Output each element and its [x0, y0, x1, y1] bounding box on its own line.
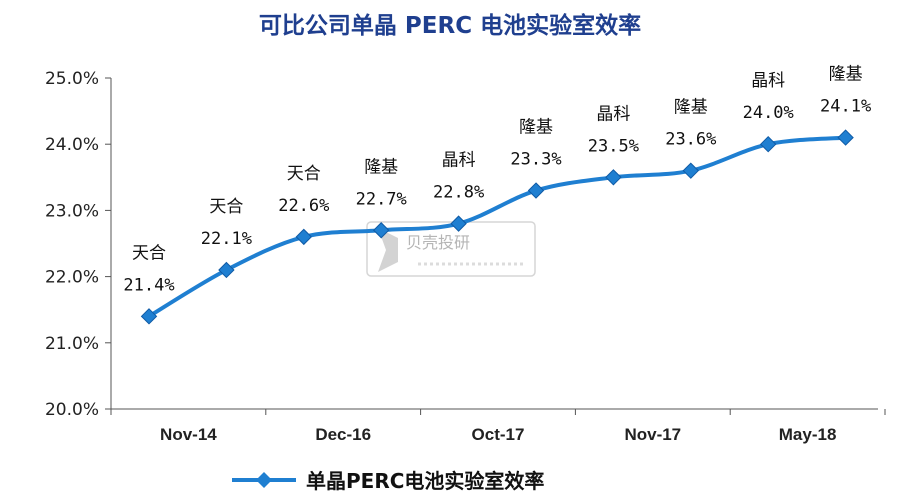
watermark: 贝壳投研 — [366, 221, 536, 277]
x-tick-label: Oct-17 — [472, 425, 525, 444]
data-label-company: 隆基 — [829, 65, 863, 85]
chart-title: 可比公司单晶 PERC 电池实验室效率 — [258, 13, 642, 39]
axes: 20.0% 21.0% 22.0% 23.0% 24.0% 25.0% Nov-14 Dec-… — [45, 69, 886, 444]
data-label-value: 23.3% — [510, 150, 561, 170]
data-label-value: 21.4% — [123, 275, 174, 295]
legend: 单晶PERC电池实验室效率 — [232, 469, 544, 493]
data-point-marker — [140, 308, 158, 325]
watermark-frame — [366, 221, 536, 277]
watermark-text: 贝壳投研 — [406, 233, 470, 252]
data-label-value: 24.0% — [743, 103, 794, 123]
data-label-company: 隆基 — [364, 157, 398, 177]
data-label-company: 天合 — [287, 164, 321, 184]
x-tick-label: Dec-16 — [315, 425, 371, 444]
y-tick-label: 20.0% — [45, 400, 99, 420]
data-label-value: 23.6% — [665, 130, 716, 150]
watermark-logo-icon — [378, 228, 398, 272]
data-labels: 天合 21.4% 天合 22.1% 天合 22.6% 隆基 22.7% 晶科 22.8% 隆基 23.… — [123, 65, 871, 296]
data-point-marker — [295, 228, 313, 246]
x-tick-label: Nov-14 — [160, 425, 217, 444]
data-label-company: 隆基 — [519, 118, 553, 138]
data-point-marker — [372, 222, 390, 239]
data-label-value: 24.1% — [820, 97, 871, 117]
data-point-marker — [218, 261, 235, 279]
data-label-company: 晶科 — [442, 151, 476, 171]
data-point-marker — [837, 129, 854, 146]
data-label-company: 隆基 — [674, 98, 708, 118]
data-label-company: 晶科 — [751, 71, 785, 91]
data-label-company: 天合 — [132, 243, 166, 263]
series-line — [147, 135, 846, 319]
x-tick-label: May-18 — [779, 425, 837, 444]
y-tick-label: 22.0% — [45, 268, 99, 288]
legend-marker — [256, 472, 272, 488]
legend-label: 单晶PERC电池实验室效率 — [306, 469, 544, 493]
y-tick-label: 21.0% — [45, 334, 99, 354]
data-label-value: 22.6% — [278, 196, 329, 216]
data-label-company: 天合 — [209, 197, 243, 217]
data-point-marker — [759, 135, 777, 153]
data-label-company: 晶科 — [596, 104, 630, 124]
data-point-marker — [450, 215, 467, 232]
data-label-value: 22.1% — [201, 229, 252, 249]
data-point-marker — [605, 169, 622, 186]
y-tick-label: 24.0% — [45, 135, 99, 155]
data-label-value: 22.7% — [356, 189, 407, 209]
y-tick-label: 23.0% — [45, 201, 99, 221]
data-label-value: 23.5% — [588, 136, 639, 156]
data-point-marker — [682, 162, 700, 179]
plot-area — [140, 129, 854, 325]
y-tick-label: 25.0% — [45, 69, 99, 89]
data-label-value: 22.8% — [433, 183, 484, 203]
data-point-marker — [527, 182, 545, 199]
x-tick-label: Nov-17 — [624, 425, 681, 444]
